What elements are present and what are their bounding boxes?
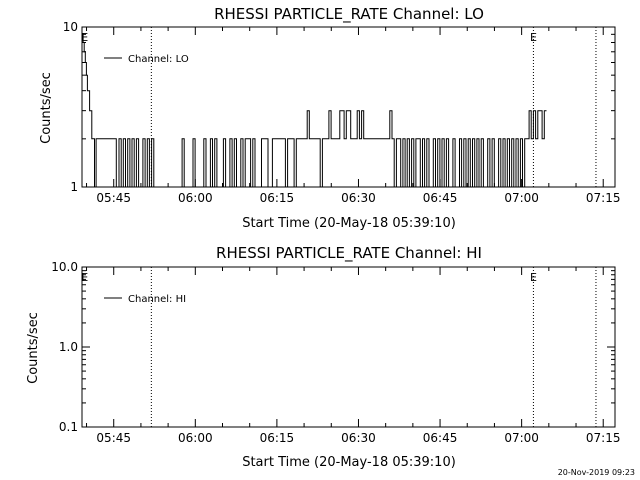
x-tick-label: 06:45 [423,431,458,445]
event-marker: E [530,271,537,284]
x-tick-label: 07:15 [586,191,621,205]
panel-lo-x-axis-label: Start Time (20-May-18 05:39:10) [242,216,456,231]
x-tick-label: 06:15 [260,191,295,205]
x-tick-label: 07:15 [586,431,621,445]
event-marker: E [81,271,88,284]
panel-lo-legend-label: Channel: LO [128,54,189,65]
y-tick-label: 1 [70,180,78,194]
plot-frame [81,26,616,188]
panel-hi-plot: E E 05:45 06:00 06:15 06:30 06:45 07:00 07:15 0.1… [51,260,620,445]
y-tick-label: 0.1 [59,420,78,434]
x-tick-label: 06:00 [178,191,213,205]
x-tick-label: 06:15 [260,431,295,445]
x-tick-label: 06:30 [341,431,376,445]
x-tick-label: 05:45 [96,431,131,445]
panel-hi-title: RHESSI PARTICLE_RATE Channel: HI [216,244,482,263]
panel-lo-title: RHESSI PARTICLE_RATE Channel: LO [214,5,484,24]
series-line-lo [82,33,547,188]
event-marker: E [530,31,537,44]
event-marker: E [81,31,88,44]
y-tick-label: 1.0 [59,340,78,354]
x-tick-label: 06:45 [423,191,458,205]
panel-hi-legend-label: Channel: HI [128,294,186,305]
panel-lo: RHESSI PARTICLE_RATE Channel: LO Counts/… [39,5,484,231]
panel-hi-x-axis-label: Start Time (20-May-18 05:39:10) [242,455,456,470]
x-tick-label: 06:00 [178,431,213,445]
x-tick-label: 05:45 [96,191,131,205]
x-tick-label: 07:00 [504,431,539,445]
y-tick-label: 10.0 [51,260,78,274]
y-tick-label: 10 [63,20,78,34]
panel-lo-y-axis-label: Counts/sec [39,72,54,144]
x-tick-label: 06:30 [341,191,376,205]
panel-lo-plot: E E 05:45 06:00 06:15 06:30 06:45 07:00 07:15 1 10 [63,20,621,205]
x-tick-label: 07:00 [504,191,539,205]
panel-hi: RHESSI PARTICLE_RATE Channel: HI Counts/… [26,244,482,470]
footer-timestamp: 20-Nov-2019 09:23 [558,468,635,477]
panel-hi-y-axis-label: Counts/sec [26,312,41,384]
